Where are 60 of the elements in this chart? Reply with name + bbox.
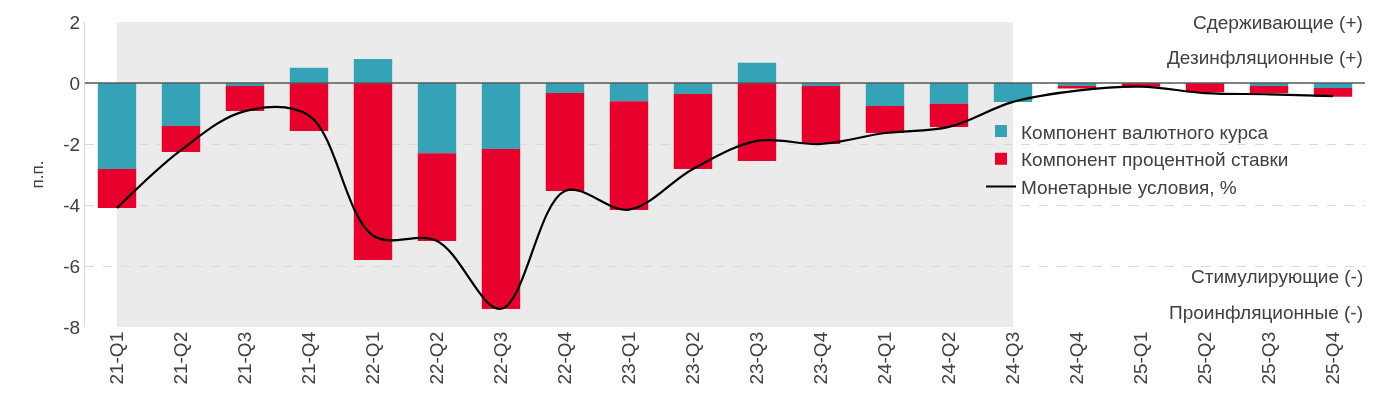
bar <box>737 83 777 162</box>
bar <box>225 86 265 112</box>
x-tick-label: 23-Q1 <box>618 331 640 385</box>
bar <box>545 93 585 191</box>
x-tick-label: 25-Q2 <box>1194 331 1216 385</box>
y-axis-title: п.п. <box>27 160 47 189</box>
y-tick-label: 0 <box>69 72 81 94</box>
x-tick-label: 22-Q2 <box>426 331 448 385</box>
bar <box>417 83 457 154</box>
x-tick-label: 24-Q1 <box>874 331 896 385</box>
x-tick-label: 25-Q4 <box>1322 331 1344 385</box>
y-tick-label: 2 <box>69 11 81 33</box>
bar <box>801 86 841 144</box>
annotation: Дезинфляционные (+) <box>1167 47 1363 68</box>
y-tick-label: -6 <box>63 255 81 277</box>
bar <box>865 105 905 134</box>
bar <box>97 83 137 170</box>
legend-label: Компонент валютного курса <box>1021 121 1269 143</box>
legend-label: Монетарные условия, % <box>1021 176 1237 198</box>
bar <box>1249 86 1289 94</box>
bar <box>353 83 393 260</box>
bar <box>161 126 201 152</box>
bar <box>929 83 969 104</box>
bar <box>929 103 969 127</box>
bar <box>417 153 457 241</box>
legend-label: Компонент процентной ставки <box>1021 149 1289 171</box>
bar <box>161 83 201 127</box>
bar <box>673 83 713 94</box>
bar <box>737 62 777 83</box>
x-tick-label: 22-Q1 <box>362 331 384 385</box>
bar <box>289 83 329 131</box>
x-tick-label: 25-Q3 <box>1258 331 1280 385</box>
x-tick-label: 21-Q4 <box>298 331 320 385</box>
x-tick-label: 24-Q2 <box>938 331 960 385</box>
bar <box>609 83 649 102</box>
x-tick-label: 21-Q1 <box>106 331 128 385</box>
x-tick-label: 23-Q4 <box>810 331 832 385</box>
bar <box>481 83 521 149</box>
x-tick-label: 21-Q2 <box>170 331 192 385</box>
annotation: Стимулирующие (-) <box>1191 266 1364 287</box>
y-tick-label: -4 <box>63 194 81 216</box>
bar <box>353 58 393 83</box>
x-tick-label: 23-Q2 <box>682 331 704 385</box>
x-tick-label: 23-Q3 <box>746 331 768 385</box>
annotation: Проинфляционные (-) <box>1169 302 1364 323</box>
bar <box>673 93 713 170</box>
bar <box>865 83 905 106</box>
annotation: Сдерживающие (+) <box>1193 12 1363 33</box>
x-tick-label: 24-Q3 <box>1002 331 1024 385</box>
x-tick-label: 24-Q4 <box>1066 331 1088 385</box>
bar <box>481 148 521 310</box>
y-tick-label: -8 <box>63 316 81 338</box>
x-tick-label: 22-Q4 <box>554 331 576 385</box>
bar <box>289 67 329 83</box>
bar <box>609 101 649 210</box>
y-tick-label: -2 <box>63 133 81 155</box>
x-tick-label: 22-Q3 <box>490 331 512 385</box>
x-tick-label: 21-Q3 <box>234 331 256 385</box>
bar <box>97 169 137 209</box>
x-tick-label: 25-Q1 <box>1130 331 1152 385</box>
